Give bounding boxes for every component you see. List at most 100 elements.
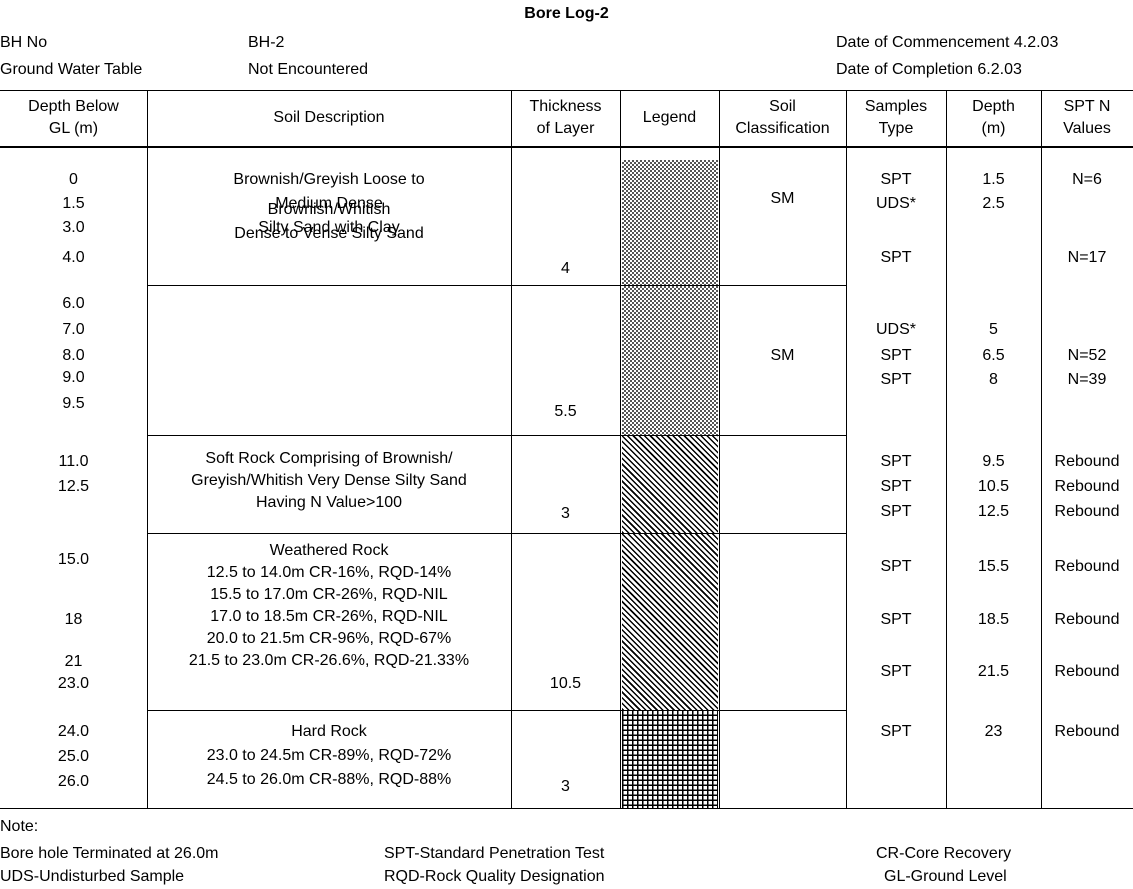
sample-type: SPT xyxy=(880,453,912,470)
depth-value: 25.0 xyxy=(57,748,90,765)
column-divider xyxy=(719,90,720,808)
soil-classification: SM xyxy=(770,190,795,207)
depth-value: 18 xyxy=(64,611,83,628)
spt-n-value: N=17 xyxy=(1067,249,1107,266)
depth-value: 4.0 xyxy=(62,249,85,266)
legend-pattern-diagonal-hatch xyxy=(622,436,718,533)
soil-description-line: 24.5 to 26.0m CR-88%, RQD-88% xyxy=(206,771,452,788)
column-header: Legend xyxy=(642,109,697,126)
sample-type: SPT xyxy=(880,249,912,266)
spt-n-value: N=39 xyxy=(1067,371,1107,388)
sample-type: SPT xyxy=(880,611,912,628)
column-divider xyxy=(620,90,621,808)
soil-description-line: Greyish/Whitish Very Dense Silty Sand xyxy=(191,472,467,489)
depth-value: 1.5 xyxy=(62,195,85,212)
depth-value: 21 xyxy=(64,653,83,670)
note-cr: CR-Core Recovery xyxy=(876,845,1012,862)
soil-description-line: Brownish/Whitish xyxy=(267,201,391,218)
date-commencement: Date of Commencement 4.2.03 xyxy=(836,34,1059,51)
column-divider xyxy=(1041,90,1042,808)
spt-n-value: Rebound xyxy=(1054,663,1120,680)
soil-description-line: Dense to Vense Silty Sand xyxy=(234,225,424,242)
soil-description-line: Hard Rock xyxy=(291,723,367,740)
sample-type: SPT xyxy=(880,371,912,388)
table-top-border xyxy=(0,90,1133,91)
layer-thickness: 5.5 xyxy=(554,403,577,420)
layer-divider xyxy=(147,285,846,286)
sample-type: UDS* xyxy=(875,321,916,338)
note-gl: GL-Ground Level xyxy=(884,868,1007,885)
soil-description-line: Weathered Rock xyxy=(269,542,389,559)
depth-value: 3.0 xyxy=(62,219,85,236)
spt-n-value: Rebound xyxy=(1054,453,1120,470)
soil-description-line: 21.5 to 23.0m CR-26.6%, RQD-21.33% xyxy=(188,652,470,669)
column-divider xyxy=(946,90,947,808)
soil-description-line: Silty Sand with Clay xyxy=(258,219,400,236)
sample-depth: 9.5 xyxy=(982,453,1005,470)
note-spt: SPT-Standard Penetration Test xyxy=(384,845,605,862)
table-bottom-border xyxy=(0,808,1133,809)
note-heading: Note: xyxy=(0,818,39,835)
spt-n-value: Rebound xyxy=(1054,611,1120,628)
column-header: Depth Below GL (m) xyxy=(28,98,119,137)
sample-depth: 18.5 xyxy=(977,611,1010,628)
legend-pattern-grid xyxy=(622,711,718,808)
ground-water-value: Not Encountered xyxy=(248,61,369,78)
soil-description-line: 17.0 to 18.5m CR-26%, RQD-NIL xyxy=(210,608,448,625)
soil-description-line: Medium Dense xyxy=(275,195,383,212)
legend-pattern-fine-checker xyxy=(622,160,718,285)
layer-divider xyxy=(147,435,846,436)
depth-value: 12.5 xyxy=(57,478,90,495)
ground-water-label: Ground Water Table xyxy=(0,61,143,78)
legend-pattern-fine-checker xyxy=(622,286,718,435)
sample-type: SPT xyxy=(880,347,912,364)
sample-type: UDS* xyxy=(875,195,916,212)
depth-value: 24.0 xyxy=(57,723,90,740)
note-terminated: Bore hole Terminated at 26.0m xyxy=(0,845,219,862)
spt-n-value: Rebound xyxy=(1054,723,1120,740)
spt-n-value: N=6 xyxy=(1072,171,1102,188)
column-header: Samples Type xyxy=(864,98,928,137)
layer-thickness: 10.5 xyxy=(549,675,582,692)
spt-n-value: N=52 xyxy=(1067,347,1107,364)
bh-no-label: BH No xyxy=(0,34,48,51)
bh-no-value: BH-2 xyxy=(248,34,285,51)
depth-value: 6.0 xyxy=(62,295,85,312)
spt-n-value: Rebound xyxy=(1054,558,1120,575)
layer-thickness: 4 xyxy=(561,260,570,277)
depth-value: 0 xyxy=(69,171,78,188)
column-divider xyxy=(147,90,148,808)
column-header: Thickness of Layer xyxy=(529,98,602,137)
depth-value: 23.0 xyxy=(57,675,90,692)
depth-value: 9.0 xyxy=(62,369,85,386)
sample-depth: 1.5 xyxy=(982,171,1005,188)
sample-type: SPT xyxy=(880,171,912,188)
layer-divider xyxy=(147,710,846,711)
depth-value: 7.0 xyxy=(62,321,85,338)
column-divider xyxy=(846,90,847,808)
sample-depth: 5 xyxy=(989,321,998,338)
sample-depth: 23 xyxy=(984,723,1003,740)
date-completion: Date of Completion 6.2.03 xyxy=(836,61,1022,78)
soil-description-line: 23.0 to 24.5m CR-89%, RQD-72% xyxy=(206,747,452,764)
spt-n-value: Rebound xyxy=(1054,503,1120,520)
sample-depth: 8 xyxy=(989,371,998,388)
soil-description-line: Brownish/Greyish Loose to xyxy=(233,171,425,188)
page-title: Bore Log-2 xyxy=(524,5,609,22)
column-header: Depth (m) xyxy=(972,98,1015,137)
sample-depth: 2.5 xyxy=(982,195,1005,212)
layer-thickness: 3 xyxy=(561,778,570,795)
layer-thickness: 3 xyxy=(561,505,570,522)
soil-classification: SM xyxy=(770,347,795,364)
sample-depth: 21.5 xyxy=(977,663,1010,680)
sample-type: SPT xyxy=(880,723,912,740)
layer-divider xyxy=(147,533,846,534)
depth-value: 26.0 xyxy=(57,773,90,790)
column-divider xyxy=(511,90,512,808)
column-header: Soil Description xyxy=(273,109,385,126)
depth-value: 9.5 xyxy=(62,395,85,412)
sample-type: SPT xyxy=(880,478,912,495)
depth-value: 15.0 xyxy=(57,551,90,568)
note-rqd: RQD-Rock Quality Designation xyxy=(384,868,605,885)
depth-value: 11.0 xyxy=(58,453,89,470)
